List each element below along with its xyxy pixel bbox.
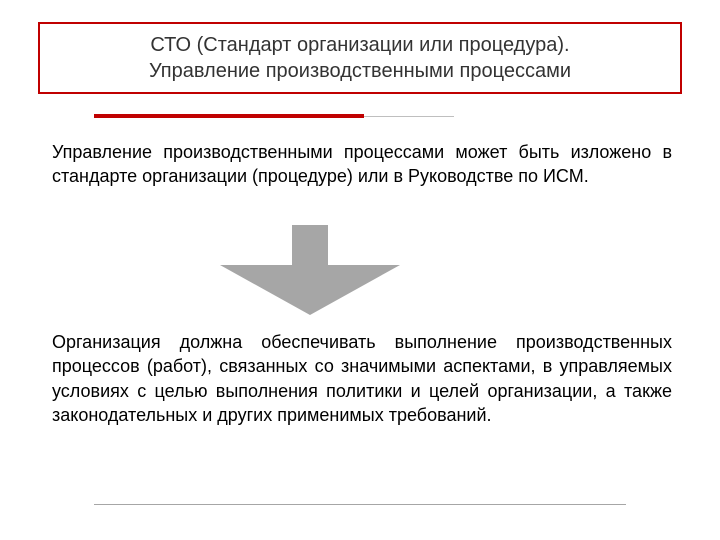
title-box: СТО (Стандарт организации или процедура)… (38, 22, 682, 94)
paragraph-1: Управление производственными процессами … (52, 140, 672, 189)
bottom-divider (94, 504, 626, 505)
divider (94, 114, 454, 118)
title-line-2: Управление производственными процессами (52, 58, 668, 84)
divider-red-bar (94, 114, 364, 118)
title-line-1: СТО (Стандарт организации или процедура)… (52, 32, 668, 58)
paragraph-2: Организация должна обеспечивать выполнен… (52, 330, 672, 427)
down-arrow-icon (210, 225, 410, 315)
